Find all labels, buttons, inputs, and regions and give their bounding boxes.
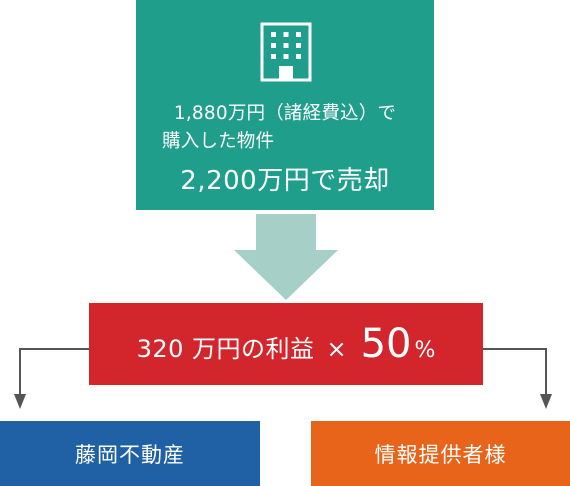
sale-price-text: 2,200万円で売却 [180, 166, 390, 196]
information-provider-label: 情報提供者様 [374, 442, 507, 467]
profit-box: 320 万円の利益 × 50 % [89, 303, 483, 385]
multiply-sign: × [326, 335, 347, 363]
property-box: 1,880万円（諸経費込）で 購入した物件 2,200万円で売却 [136, 0, 434, 210]
right-arrowhead-icon [540, 394, 552, 409]
purchase-price-text: 1,880万円（諸経費込）で [173, 103, 397, 124]
profit-text: 320 万円の利益 [136, 335, 315, 363]
down-arrow-icon [234, 214, 338, 300]
fujioka-realestate-box: 藤岡不動産 [0, 421, 260, 486]
left-arrowhead-icon [14, 394, 26, 409]
purchased-property-text: 購入した物件 [162, 131, 275, 152]
rate-unit: % [414, 338, 436, 363]
information-provider-box: 情報提供者様 [311, 421, 570, 486]
building-icon [260, 22, 312, 82]
fujioka-realestate-label: 藤岡不動産 [75, 442, 185, 467]
rate-number: 50 [360, 321, 412, 367]
